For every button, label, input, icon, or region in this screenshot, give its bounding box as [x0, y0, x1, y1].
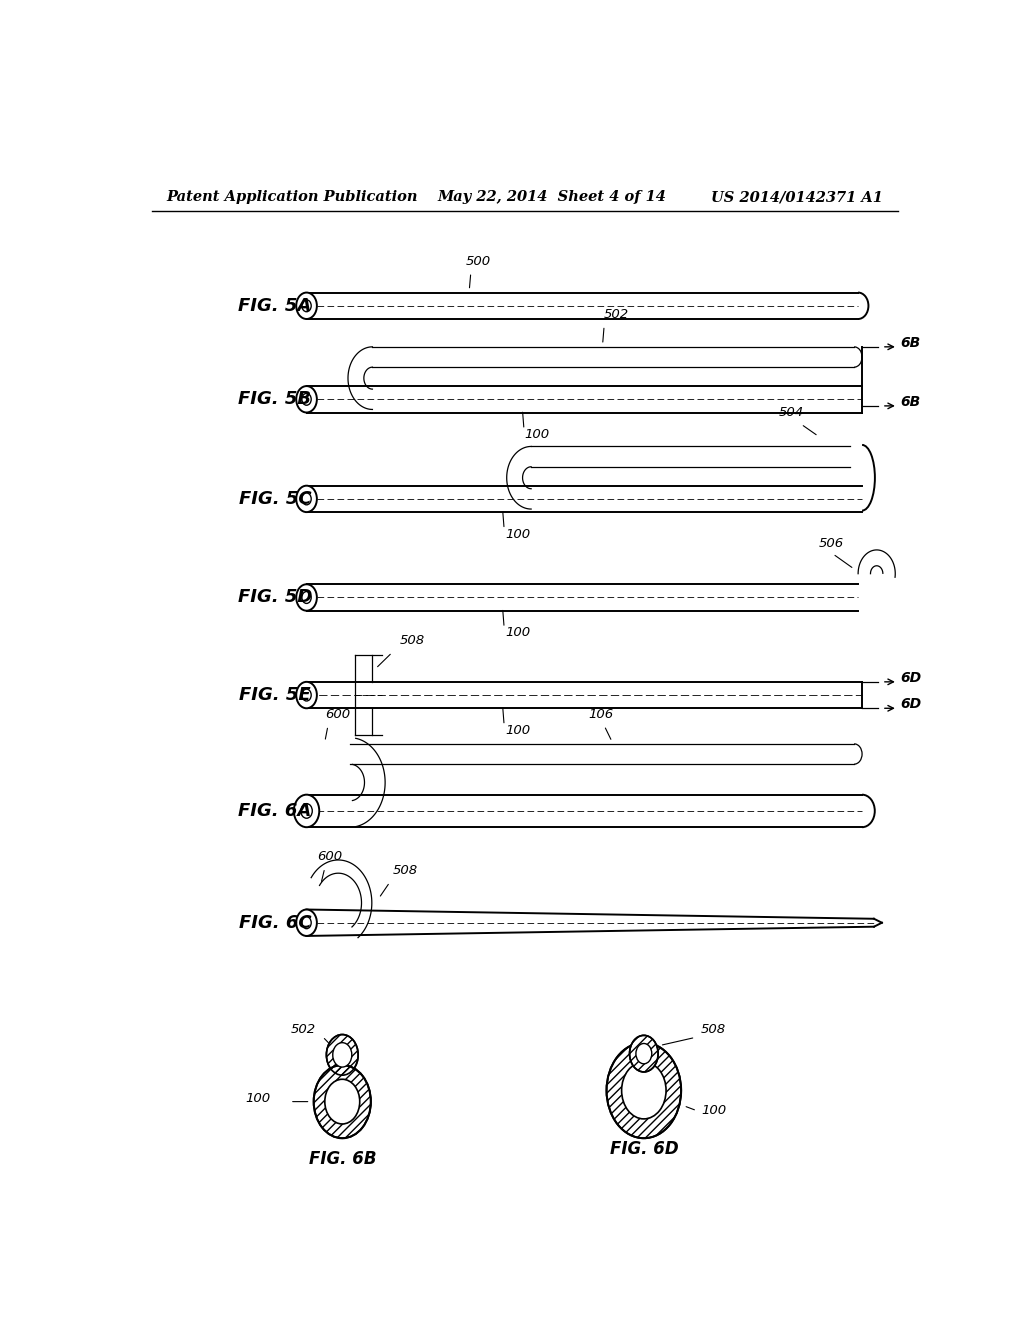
Text: 506: 506 — [818, 537, 844, 549]
Circle shape — [294, 795, 319, 828]
Circle shape — [325, 1080, 359, 1125]
Circle shape — [630, 1035, 658, 1072]
Text: 6D: 6D — [900, 697, 922, 711]
Text: Patent Application Publication: Patent Application Publication — [166, 190, 418, 205]
Text: FIG. 5D: FIG. 5D — [238, 589, 312, 606]
Text: 100: 100 — [506, 626, 530, 639]
Text: 600: 600 — [316, 850, 342, 863]
Text: FIG. 5E: FIG. 5E — [239, 686, 310, 704]
Text: FIG. 6B: FIG. 6B — [308, 1150, 376, 1167]
Text: 502: 502 — [604, 309, 630, 321]
Text: 100: 100 — [524, 428, 550, 441]
Circle shape — [296, 909, 316, 936]
Text: 100: 100 — [506, 723, 530, 737]
Text: 508: 508 — [701, 1023, 726, 1036]
Text: 106: 106 — [588, 709, 613, 722]
Circle shape — [296, 385, 316, 413]
Text: 508: 508 — [393, 865, 418, 876]
Circle shape — [296, 585, 316, 611]
Text: FIG. 5C: FIG. 5C — [239, 490, 311, 508]
Text: 100: 100 — [506, 528, 530, 540]
Circle shape — [636, 1044, 652, 1064]
Text: 500: 500 — [465, 255, 490, 268]
Text: 504: 504 — [778, 407, 804, 418]
Circle shape — [296, 293, 316, 319]
Circle shape — [296, 486, 316, 512]
Text: FIG. 6C: FIG. 6C — [239, 913, 311, 932]
Text: May 22, 2014  Sheet 4 of 14: May 22, 2014 Sheet 4 of 14 — [437, 190, 667, 205]
Text: 6B: 6B — [900, 395, 921, 409]
Text: 502: 502 — [291, 1023, 315, 1035]
Text: US 2014/0142371 A1: US 2014/0142371 A1 — [712, 190, 883, 205]
Text: 100: 100 — [246, 1092, 270, 1105]
Text: 508: 508 — [399, 634, 425, 647]
Text: FIG. 6A: FIG. 6A — [239, 803, 311, 820]
Text: 6D: 6D — [900, 671, 922, 685]
Text: 600: 600 — [325, 709, 350, 722]
Circle shape — [296, 682, 316, 709]
Text: 6B: 6B — [900, 335, 921, 350]
Text: FIG. 6D: FIG. 6D — [609, 1140, 678, 1159]
Circle shape — [622, 1063, 666, 1119]
Circle shape — [327, 1035, 358, 1076]
Circle shape — [313, 1065, 371, 1138]
Circle shape — [333, 1043, 352, 1067]
Text: 100: 100 — [701, 1104, 726, 1117]
Text: FIG. 5B: FIG. 5B — [239, 391, 311, 408]
Circle shape — [606, 1043, 681, 1138]
Text: FIG. 5A: FIG. 5A — [239, 297, 311, 314]
